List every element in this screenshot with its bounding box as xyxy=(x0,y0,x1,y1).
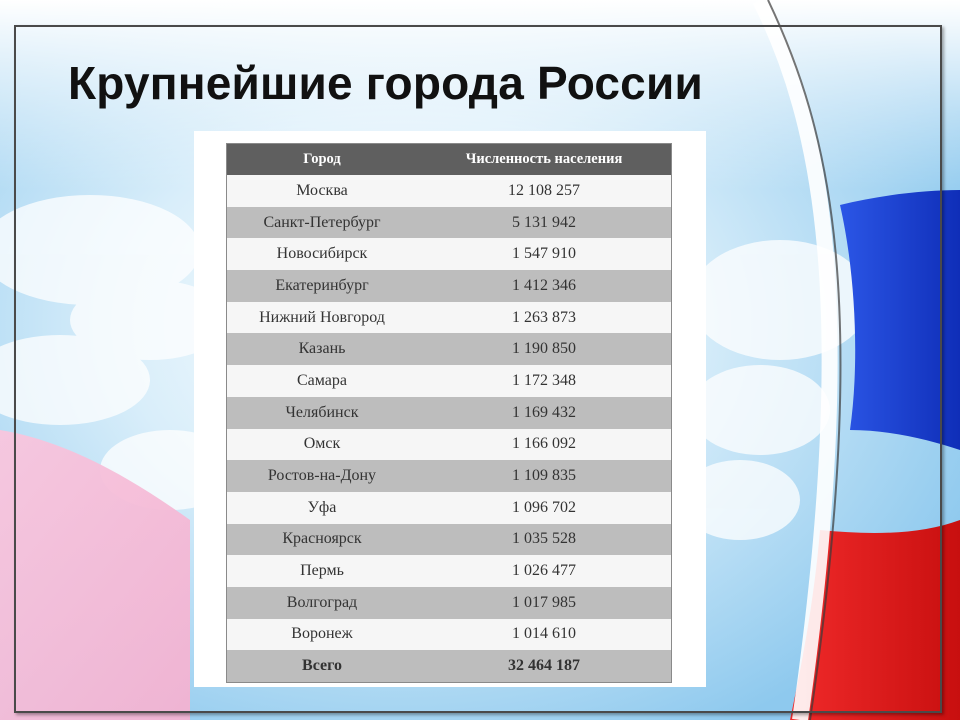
population-cell: 1 026 477 xyxy=(417,555,672,587)
table-card: Город Численность населения Москва 12 10… xyxy=(194,131,706,687)
population-cell: 1 109 835 xyxy=(417,460,672,492)
total-label-cell: Всего xyxy=(226,650,417,683)
table-row: Челябинск 1 169 432 xyxy=(226,396,672,429)
population-cell: 1 547 910 xyxy=(417,238,672,271)
cities-population-table: Город Численность населения Москва 12 10… xyxy=(226,143,672,683)
city-cell: Екатеринбург xyxy=(226,270,417,302)
table-header-row: Город Численность населения xyxy=(226,143,672,175)
city-cell: Омск xyxy=(226,428,417,461)
city-cell: Уфа xyxy=(226,491,417,524)
city-cell: Ростов-на-Дону xyxy=(226,460,417,492)
column-header-population: Численность населения xyxy=(417,143,672,175)
table-row: Воронеж 1 014 610 xyxy=(226,618,672,651)
population-cell: 1 263 873 xyxy=(417,301,672,334)
slide-frame xyxy=(14,25,942,713)
population-cell: 12 108 257 xyxy=(417,175,672,207)
table-row: Красноярск 1 035 528 xyxy=(226,523,672,556)
population-cell: 1 172 348 xyxy=(417,365,672,397)
column-header-city: Город xyxy=(226,143,417,175)
table-row: Омск 1 166 092 xyxy=(226,428,672,461)
table-row: Ростов-на-Дону 1 109 835 xyxy=(226,460,672,492)
table-row: Самара 1 172 348 xyxy=(226,365,672,397)
city-cell: Красноярск xyxy=(226,523,417,556)
population-cell: 1 166 092 xyxy=(417,428,672,461)
table-row: Москва 12 108 257 xyxy=(226,175,672,207)
city-cell: Челябинск xyxy=(226,396,417,429)
population-cell: 1 412 346 xyxy=(417,270,672,302)
city-cell: Самара xyxy=(226,365,417,397)
total-value-cell: 32 464 187 xyxy=(417,650,672,683)
table-row: Екатеринбург 1 412 346 xyxy=(226,270,672,302)
table-total-row: Всего 32 464 187 xyxy=(226,650,672,683)
table-row: Уфа 1 096 702 xyxy=(226,491,672,524)
city-cell: Пермь xyxy=(226,555,417,587)
population-cell: 5 131 942 xyxy=(417,206,672,239)
table-row: Нижний Новгород 1 263 873 xyxy=(226,301,672,334)
table-row: Новосибирск 1 547 910 xyxy=(226,238,672,271)
population-cell: 1 169 432 xyxy=(417,396,672,429)
city-cell: Волгоград xyxy=(226,586,417,619)
table-row: Волгоград 1 017 985 xyxy=(226,586,672,619)
table-row: Санкт-Петербург 5 131 942 xyxy=(226,206,672,239)
population-cell: 1 096 702 xyxy=(417,491,672,524)
population-cell: 1 014 610 xyxy=(417,618,672,651)
city-cell: Воронеж xyxy=(226,618,417,651)
city-cell: Москва xyxy=(226,175,417,207)
population-cell: 1 190 850 xyxy=(417,333,672,366)
city-cell: Нижний Новгород xyxy=(226,301,417,334)
population-cell: 1 017 985 xyxy=(417,586,672,619)
population-cell: 1 035 528 xyxy=(417,523,672,556)
city-cell: Новосибирск xyxy=(226,238,417,271)
table-row: Казань 1 190 850 xyxy=(226,333,672,366)
table-row: Пермь 1 026 477 xyxy=(226,555,672,587)
city-cell: Санкт-Петербург xyxy=(226,206,417,239)
city-cell: Казань xyxy=(226,333,417,366)
slide-title: Крупнейшие города России xyxy=(68,57,703,109)
